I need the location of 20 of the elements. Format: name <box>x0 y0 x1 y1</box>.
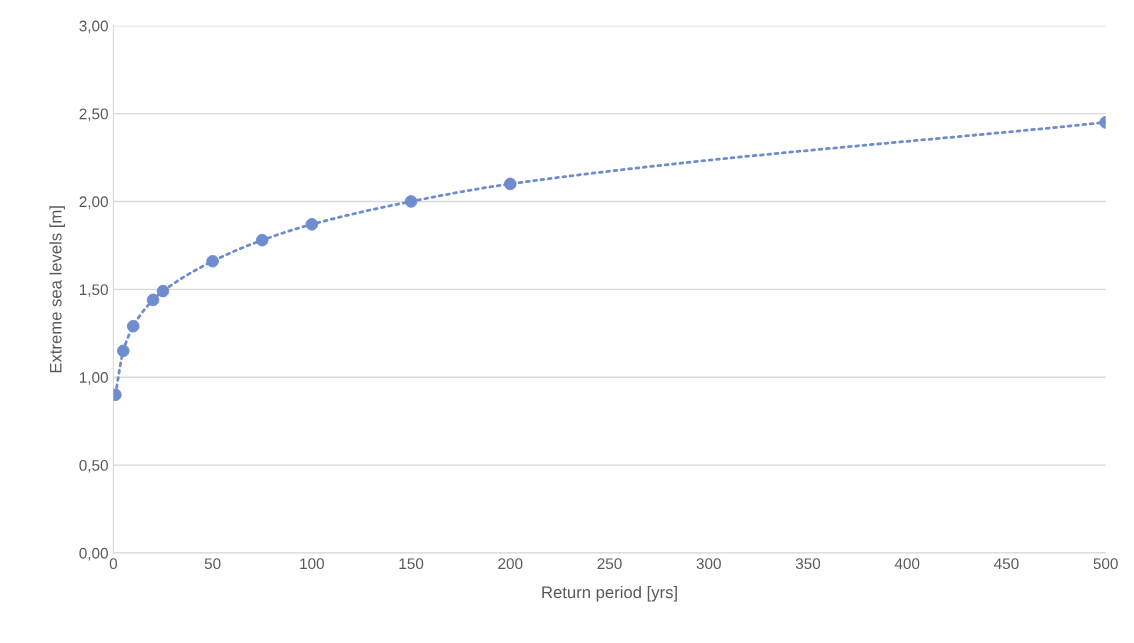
y-tick-label: 2,00 <box>79 196 108 209</box>
x-tick-label: 400 <box>894 558 920 570</box>
x-tick-label: 250 <box>597 558 622 570</box>
y-tick-label: 1,00 <box>79 372 108 385</box>
x-axis-title: Return period [yrs] <box>542 585 677 602</box>
x-tick-label: 300 <box>696 558 721 570</box>
x-tick-label: 100 <box>300 558 324 570</box>
y-axis-title: Extreme sea levels [m] <box>49 206 65 373</box>
y-tick-label: 1,50 <box>79 284 108 297</box>
y-tick-label: 2,50 <box>79 108 108 122</box>
y-tick-label: 0,00 <box>79 547 108 561</box>
x-tick-label: 450 <box>994 558 1019 570</box>
x-tick-label: 0 <box>109 558 118 570</box>
x-tick-label: 150 <box>399 558 424 570</box>
x-tick-label: 350 <box>795 558 821 570</box>
y-tick-label: 0,50 <box>79 459 108 473</box>
x-tick-label: 50 <box>204 558 221 570</box>
x-tick-label: 500 <box>1093 558 1118 570</box>
y-tick-label: 3,00 <box>79 20 108 34</box>
x-tick-label: 200 <box>498 558 523 570</box>
